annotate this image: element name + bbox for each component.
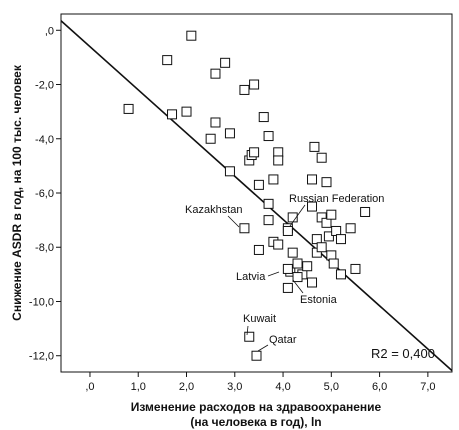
data-point xyxy=(162,55,173,66)
data-point-kazakhstan xyxy=(239,223,250,234)
leader-latvia xyxy=(267,271,280,277)
label-qatar: Qatar xyxy=(269,334,297,346)
data-point xyxy=(249,79,260,90)
y-tick-label: -10,0 xyxy=(29,296,54,308)
data-point xyxy=(302,261,313,272)
x-tick-label: 5,0 xyxy=(324,381,339,393)
data-point xyxy=(316,242,327,253)
data-point xyxy=(205,133,216,144)
data-point xyxy=(316,152,327,163)
data-point xyxy=(321,177,332,188)
x-tick-label: 3,0 xyxy=(227,381,242,393)
y-tick-label: -4,0 xyxy=(35,134,54,146)
data-point xyxy=(181,106,192,117)
x-tick-label: ,0 xyxy=(85,381,94,393)
y-tick-label: ,0 xyxy=(45,25,54,37)
label-kazakhstan: Kazakhstan xyxy=(185,204,242,216)
data-point-kuwait xyxy=(244,331,255,342)
leader-estonia xyxy=(292,279,304,294)
data-point xyxy=(249,147,260,158)
data-point xyxy=(210,68,221,79)
data-point xyxy=(287,247,298,258)
x-axis-title: Изменение расходов на здравоохранение xyxy=(131,400,382,414)
x-tick-label: 7,0 xyxy=(420,381,435,393)
y-tick-label: -2,0 xyxy=(35,80,54,92)
r2-label: R2 = 0,400 xyxy=(371,346,435,361)
leader-kazakhstan xyxy=(227,215,240,228)
data-point xyxy=(335,269,346,280)
data-point xyxy=(210,117,221,128)
y-tick-label: -12,0 xyxy=(29,351,54,363)
x-tick-label: 6,0 xyxy=(372,381,387,393)
annotations: Kazakhstan Russian Federation Latvia Est… xyxy=(185,193,384,352)
regression-line xyxy=(60,20,453,372)
data-point xyxy=(309,141,320,152)
label-estonia: Estonia xyxy=(300,294,338,306)
x-axis-title-line2: (на человека в год), ln xyxy=(190,415,321,429)
data-point xyxy=(239,84,250,95)
leader-russian-federation xyxy=(289,204,306,227)
data-point xyxy=(263,215,274,226)
x-axis: ,0 1,0 2,0 3,0 4,0 5,0 6,0 7,0 xyxy=(85,372,436,393)
data-point-russian-federation xyxy=(282,225,293,236)
data-point xyxy=(263,131,274,142)
data-point xyxy=(253,179,264,190)
data-point xyxy=(220,57,231,68)
y-axis-title: Снижение ASDR в год, на 100 тыс. человек xyxy=(10,64,24,321)
leader-qatar xyxy=(257,344,269,352)
x-tick-label: 4,0 xyxy=(275,381,290,393)
data-point xyxy=(350,263,361,274)
data-point xyxy=(326,209,337,220)
data-point xyxy=(224,166,235,177)
data-point xyxy=(268,174,279,185)
y-tick-label: -6,0 xyxy=(35,188,54,200)
data-point xyxy=(307,201,318,212)
label-kuwait: Kuwait xyxy=(243,313,276,325)
x-tick-label: 2,0 xyxy=(179,381,194,393)
label-russian-federation: Russian Federation xyxy=(289,193,384,205)
data-point xyxy=(258,112,269,123)
data-point xyxy=(328,258,339,269)
data-points xyxy=(123,30,371,361)
data-point xyxy=(123,103,134,114)
data-point-qatar xyxy=(251,350,262,361)
data-point xyxy=(224,128,235,139)
data-point xyxy=(292,258,303,269)
data-point xyxy=(167,109,178,120)
x-tick-label: 1,0 xyxy=(131,381,146,393)
y-axis: ,0 -2,0 -4,0 -6,0 -8,0 -10,0 -12,0 xyxy=(29,25,61,363)
data-point xyxy=(186,30,197,41)
data-point xyxy=(360,206,371,217)
data-point xyxy=(307,277,318,288)
data-point xyxy=(282,282,293,293)
data-point xyxy=(273,239,284,250)
leader-kuwait xyxy=(246,325,249,336)
data-point xyxy=(335,234,346,245)
data-point-latvia xyxy=(282,263,293,274)
label-latvia: Latvia xyxy=(236,271,266,283)
data-point xyxy=(345,223,356,234)
y-tick-label: -8,0 xyxy=(35,242,54,254)
data-point-estonia xyxy=(292,272,303,283)
data-point xyxy=(273,155,284,166)
data-point xyxy=(253,244,264,255)
data-point xyxy=(307,174,318,185)
data-point xyxy=(323,231,334,242)
data-point xyxy=(263,198,274,209)
